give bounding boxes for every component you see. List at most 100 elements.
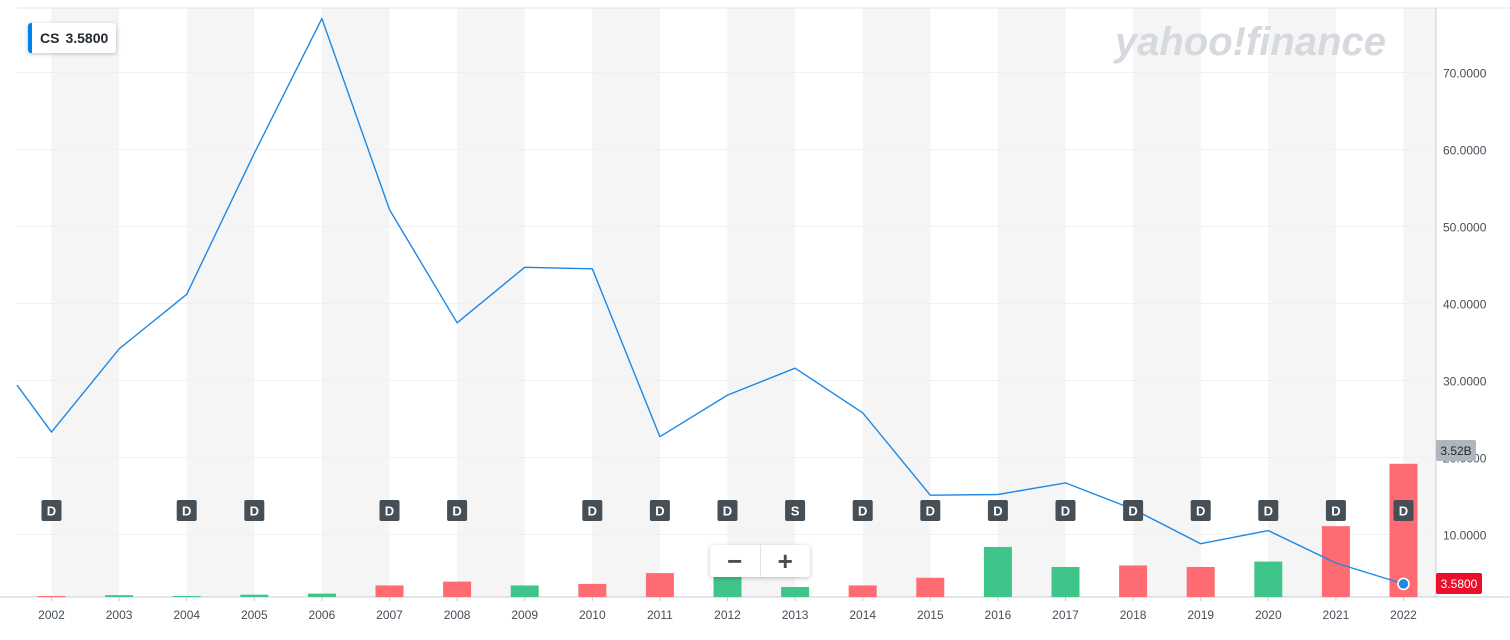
event-marker-label: D <box>655 504 664 519</box>
year-band <box>321 8 390 597</box>
event-marker[interactable]: D <box>447 500 468 521</box>
axes: 10.000020.000030.000040.000050.000060.00… <box>38 67 1487 623</box>
event-marker[interactable]: D <box>244 500 265 521</box>
event-marker-box <box>920 500 941 521</box>
event-marker-box <box>1123 500 1144 521</box>
current-price-dot <box>1397 577 1410 591</box>
year-bands <box>51 8 1436 597</box>
zoom-out-button[interactable]: − <box>727 546 743 576</box>
event-marker[interactable]: D <box>1123 500 1144 521</box>
event-marker[interactable]: D <box>920 500 941 521</box>
x-tick-label: 2005 <box>241 608 268 622</box>
event-marker-label: D <box>1128 504 1137 519</box>
year-band <box>1133 8 1201 597</box>
volume-bar <box>1051 566 1080 597</box>
x-tick-label: 2012 <box>714 608 741 622</box>
event-marker[interactable]: D <box>1325 500 1346 521</box>
event-marker[interactable]: D <box>1055 500 1076 521</box>
x-tick-label: 2007 <box>376 608 403 622</box>
volume-tag-box <box>1436 440 1476 461</box>
event-marker-label: D <box>385 504 394 519</box>
event-marker-label: D <box>926 504 935 519</box>
y-tick-label: 30.0000 <box>1443 375 1487 389</box>
event-marker[interactable]: D <box>852 500 873 521</box>
yahoo-finance-watermark: yahoo!finance <box>1113 20 1386 64</box>
grid-lines <box>0 7 1510 598</box>
event-marker-label: D <box>452 504 461 519</box>
volume-bar <box>916 577 945 597</box>
x-tick-label: 2016 <box>985 608 1012 622</box>
y-tick-label: 50.0000 <box>1443 221 1487 235</box>
event-marker-label: D <box>250 504 259 519</box>
event-marker[interactable]: D <box>717 500 738 521</box>
event-marker[interactable]: D <box>176 500 197 521</box>
volume-bar <box>510 585 539 597</box>
zoom-control: − + <box>710 545 810 577</box>
event-marker[interactable]: D <box>1258 500 1279 521</box>
event-marker-box <box>1393 500 1414 521</box>
volume-tag-label: 3.52B <box>1440 444 1471 458</box>
event-marker-box <box>447 500 468 521</box>
year-band <box>457 8 525 597</box>
y-tick-label: 10.0000 <box>1443 529 1487 543</box>
event-marker-label: D <box>1331 504 1340 519</box>
x-tick-label: 2014 <box>849 608 876 622</box>
event-marker-box <box>987 500 1008 521</box>
x-tick-label: 2022 <box>1390 608 1417 622</box>
event-marker-label: D <box>1061 504 1070 519</box>
event-marker-label: D <box>182 504 191 519</box>
year-band <box>592 8 660 597</box>
event-marker[interactable]: D <box>1190 500 1211 521</box>
event-marker-box <box>379 500 400 521</box>
event-marker[interactable]: D <box>649 500 670 521</box>
event-marker-box <box>582 500 603 521</box>
volume-bar <box>781 586 810 597</box>
event-marker[interactable]: D <box>379 500 400 521</box>
volume-bar <box>713 576 742 597</box>
x-tick-label: 2015 <box>917 608 944 622</box>
event-marker-box <box>1055 500 1076 521</box>
x-tick-label: 2002 <box>38 608 65 622</box>
event-marker-label: D <box>858 504 867 519</box>
x-tick-label: 2008 <box>444 608 471 622</box>
volume-bar <box>1186 566 1215 597</box>
volume-bar <box>37 596 66 597</box>
volume-bar <box>307 593 336 597</box>
event-marker-label: D <box>47 504 56 519</box>
watermark-text: yahoo!finance <box>1113 20 1386 64</box>
x-tick-label: 2019 <box>1187 608 1214 622</box>
y-tick-label: 60.0000 <box>1443 144 1487 158</box>
event-marker[interactable]: D <box>41 500 62 521</box>
event-marker-box <box>852 500 873 521</box>
event-marker-box <box>1325 500 1346 521</box>
ticker-badge[interactable]: CS 3.5800 <box>28 23 117 53</box>
volume-bar <box>443 581 472 597</box>
x-tick-label: 2011 <box>647 608 673 622</box>
x-tick-label: 2013 <box>782 608 809 622</box>
x-tick-label: 2010 <box>579 608 606 622</box>
price-line-layer <box>16 17 1410 591</box>
volume-bar <box>983 546 1012 597</box>
volume-tag: 3.52B <box>1436 440 1476 461</box>
event-marker-label: D <box>1196 504 1205 519</box>
event-marker-box <box>244 500 265 521</box>
year-band <box>186 8 255 597</box>
event-marker-label: D <box>723 504 732 519</box>
zoom-in-button[interactable]: + <box>759 545 811 577</box>
event-marker[interactable]: S <box>785 500 806 521</box>
event-marker-label: D <box>1264 504 1273 519</box>
volume-bar <box>1254 561 1283 597</box>
volume-bar <box>240 594 269 597</box>
event-marker[interactable]: D <box>1393 500 1414 521</box>
event-marker-box <box>649 500 670 521</box>
volume-bar <box>1321 526 1350 597</box>
event-marker[interactable]: D <box>582 500 603 521</box>
volume-bar <box>1389 463 1418 597</box>
volume-bar <box>1119 565 1148 597</box>
event-marker[interactable]: D <box>987 500 1008 521</box>
year-band <box>1268 8 1336 597</box>
x-tick-label: 2021 <box>1323 608 1350 622</box>
